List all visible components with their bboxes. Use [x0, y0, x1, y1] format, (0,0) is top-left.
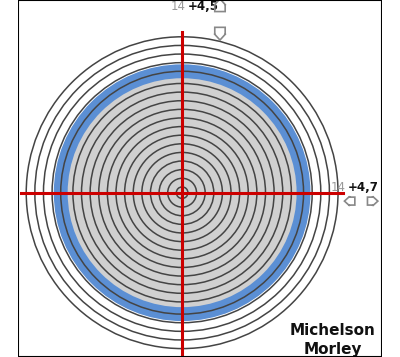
- Text: 14: 14: [330, 181, 345, 194]
- Text: +4,5: +4,5: [187, 0, 218, 12]
- Circle shape: [61, 71, 304, 314]
- Text: 14: 14: [170, 0, 185, 12]
- Text: +4,7: +4,7: [348, 181, 378, 194]
- Text: Michelson
Morley: Michelson Morley: [290, 323, 376, 357]
